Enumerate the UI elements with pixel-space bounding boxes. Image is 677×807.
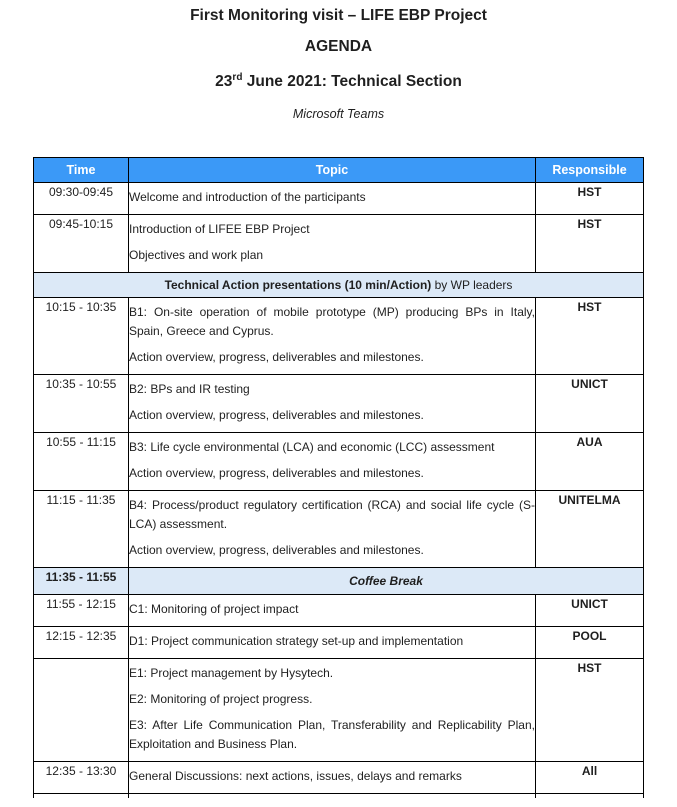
time-cell: 11:55 - 12:15	[33, 594, 129, 627]
topic-paragraph: B3: Life cycle environmental (LCA) and e…	[129, 440, 495, 454]
agenda-table-header: Time Topic Responsible	[33, 157, 644, 183]
document-subtitle: AGENDA	[304, 38, 373, 55]
topic-paragraph: C1: Monitoring of project impact	[129, 602, 299, 616]
responsible-cell: POOL	[535, 626, 644, 659]
responsible-cell: UNICT	[535, 594, 644, 627]
responsible-cell: UNICT	[535, 374, 644, 433]
document-title: First Monitoring visit – LIFE EBP Projec…	[190, 7, 487, 24]
agenda-row: 10:15 - 10:35 B1: On-site operation of mo…	[33, 297, 644, 375]
time-cell: 12:15 - 12:35	[33, 626, 129, 659]
topic-paragraph: D1: Project communication strategy set-u…	[129, 634, 464, 648]
meeting-platform: Microsoft Teams	[292, 107, 385, 122]
agenda-row: 09:45-10:15 Introduction of LIFEE EBP Pro…	[33, 214, 644, 273]
agenda-table-body: 09:30-09:45 Welcome and introduction of t…	[33, 182, 644, 798]
time-cell: 11:35 - 11:55	[33, 567, 129, 595]
time-cell: 09:30-09:45	[33, 182, 129, 215]
time-cell: 10:35 - 10:55	[33, 374, 129, 433]
topic-paragraph: E2: Monitoring of project progress.	[129, 692, 313, 706]
document-date: 23rd June 2021: Technical Section	[0, 69, 677, 90]
topic-paragraph: Action overview, progress, deliverables …	[129, 543, 424, 557]
topic-cell: C1: Monitoring of project impact	[128, 594, 536, 627]
partial-cutoff-row	[33, 793, 644, 798]
date-ordinal-suffix: rd	[232, 72, 243, 83]
agenda-row: 10:55 - 11:15 B3: Life cycle environmenta…	[33, 432, 644, 491]
responsible-cell: HST	[535, 297, 644, 375]
section-band-bold-text: Technical Action presentations (10 min/A…	[164, 277, 432, 292]
topic-cell: Introduction of LIFEE EBP Project Objecti…	[128, 214, 536, 273]
header-cell-responsible: Responsible	[535, 157, 644, 183]
title-block: First Monitoring visit – LIFE EBP Projec…	[0, 0, 677, 121]
topic-paragraph: Action overview, progress, deliverables …	[129, 466, 424, 480]
coffee-break-row: 11:35 - 11:55 Coffee Break	[33, 567, 644, 595]
topic-cell: B4: Process/product regulatory certifica…	[128, 490, 536, 568]
responsible-cell: HST	[535, 182, 644, 215]
time-cell	[33, 658, 129, 762]
agenda-table: Time Topic Responsible 09:30-09:45 Welcom…	[33, 157, 644, 798]
agenda-row: 11:15 - 11:35 B4: Process/product regulat…	[33, 490, 644, 568]
responsible-cell: All	[535, 761, 644, 794]
topic-paragraph: E3: After Life Communication Plan, Trans…	[129, 718, 535, 751]
responsible-cell: HST	[535, 214, 644, 273]
header-cell-topic: Topic	[128, 157, 536, 183]
topic-paragraph: Introduction of LIFEE EBP Project	[129, 222, 310, 236]
topic-paragraph: E1: Project management by Hysytech.	[129, 666, 334, 680]
topic-paragraph: Action overview, progress, deliverables …	[129, 350, 424, 364]
agenda-row: 09:30-09:45 Welcome and introduction of t…	[33, 182, 644, 215]
topic-cell: Welcome and introduction of the particip…	[128, 182, 536, 215]
section-band-row: Technical Action presentations (10 min/A…	[33, 272, 644, 298]
responsible-cell: HST	[535, 658, 644, 762]
time-cell: 12:35 - 13:30	[33, 761, 129, 794]
topic-paragraph: B4: Process/product regulatory certifica…	[129, 498, 535, 531]
topic-paragraph: General Discussions: next actions, issue…	[129, 769, 462, 783]
section-band-cell: Technical Action presentations (10 min/A…	[33, 272, 644, 298]
header-cell-time: Time	[33, 157, 129, 183]
agenda-row: 12:15 - 12:35 D1: Project communication s…	[33, 626, 644, 659]
time-cell: 09:45-10:15	[33, 214, 129, 273]
date-day: 23	[215, 73, 233, 91]
topic-cell: D1: Project communication strategy set-u…	[128, 626, 536, 659]
partial-cell	[33, 793, 129, 798]
agenda-row: E1: Project management by Hysytech. E2: M…	[33, 658, 644, 762]
topic-paragraph: B2: BPs and IR testing	[129, 382, 250, 396]
agenda-row: 12:35 - 13:30 General Discussions: next a…	[33, 761, 644, 794]
time-cell: 10:55 - 11:15	[33, 432, 129, 491]
topic-paragraph: Welcome and introduction of the particip…	[129, 190, 366, 204]
topic-cell: E1: Project management by Hysytech. E2: M…	[128, 658, 536, 762]
agenda-row: 11:55 - 12:15 C1: Monitoring of project i…	[33, 594, 644, 627]
agenda-row: 10:35 - 10:55 B2: BPs and IR testing Actio…	[33, 374, 644, 433]
responsible-cell: UNITELMA	[535, 490, 644, 568]
section-band-regular-text: by WP leaders	[431, 277, 513, 292]
topic-cell: B2: BPs and IR testing Action overview, p…	[128, 374, 536, 433]
topic-paragraph: Objectives and work plan	[129, 248, 264, 262]
date-rest: June 2021: Technical Section	[242, 73, 462, 91]
topic-cell: General Discussions: next actions, issue…	[128, 761, 536, 794]
coffee-break-cell: Coffee Break	[128, 567, 644, 595]
header-row: Time Topic Responsible	[33, 157, 644, 183]
topic-cell: B1: On-site operation of mobile prototyp…	[128, 297, 536, 375]
topic-paragraph: Action overview, progress, deliverables …	[129, 408, 424, 422]
topic-paragraph: B1: On-site operation of mobile prototyp…	[129, 305, 535, 338]
time-cell: 10:15 - 10:35	[33, 297, 129, 375]
topic-cell: B3: Life cycle environmental (LCA) and e…	[128, 432, 536, 491]
partial-cell	[535, 793, 644, 798]
responsible-cell: AUA	[535, 432, 644, 491]
time-cell: 11:15 - 11:35	[33, 490, 129, 568]
partial-cell	[128, 793, 536, 798]
